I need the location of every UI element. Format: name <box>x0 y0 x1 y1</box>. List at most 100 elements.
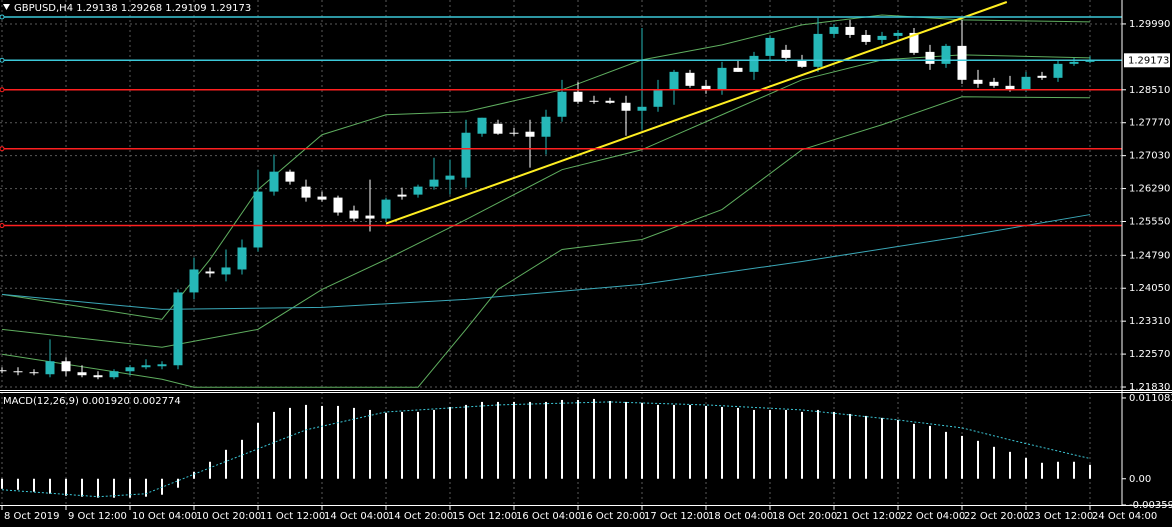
macd-bar <box>401 411 403 479</box>
macd-bar <box>641 402 643 479</box>
macd-bar <box>417 411 419 479</box>
candle-body <box>893 32 903 36</box>
macd-bar <box>177 478 179 488</box>
candle-body <box>941 45 951 64</box>
candle-body <box>429 179 439 187</box>
x-tick-label: 14 Oct 20:00 <box>388 511 453 522</box>
macd-bar <box>81 478 83 497</box>
candle-body <box>301 186 311 198</box>
x-tick-label: 21 Oct 12:00 <box>836 511 901 522</box>
macd-bar <box>49 478 51 494</box>
macd-bar <box>849 413 851 479</box>
macd-bar <box>1073 461 1075 479</box>
candle-body <box>973 79 983 84</box>
macd-bar <box>673 404 675 479</box>
candle-body <box>957 45 967 80</box>
macd-bar <box>529 401 531 479</box>
candle-body <box>365 215 375 219</box>
candle-body <box>877 35 887 40</box>
macd-bar <box>113 478 115 498</box>
candle-body <box>493 123 503 134</box>
candle-body <box>237 247 247 270</box>
x-tick-label: 16 Oct 04:00 <box>516 511 581 522</box>
candle-body <box>205 271 215 274</box>
x-tick-label: 17 Oct 12:00 <box>644 511 709 522</box>
symbol-icon <box>3 4 10 10</box>
candle-body <box>845 26 855 35</box>
level-anchor <box>0 223 5 229</box>
macd-bar <box>129 478 131 498</box>
candle-body <box>61 361 71 372</box>
macd-bar <box>65 478 67 496</box>
macd-bar <box>369 409 371 479</box>
level-anchor <box>0 87 5 93</box>
macd-title: MACD(12,26,9) 0.001920 0.002774 <box>3 396 181 407</box>
y-tick-label: 1.28510 <box>1129 85 1170 96</box>
macd-bar <box>1057 461 1059 479</box>
macd-bar <box>945 431 947 479</box>
candle-body <box>1021 76 1031 90</box>
macd-bar <box>225 449 227 479</box>
macd-bar <box>433 409 435 479</box>
candle-body <box>141 365 151 368</box>
candle-body <box>0 370 7 372</box>
bid-label-box <box>1124 53 1170 68</box>
candle-body <box>93 375 103 378</box>
candle-body <box>397 194 407 197</box>
macd-bar <box>465 404 467 479</box>
macd-bar <box>257 422 259 479</box>
candle-body <box>157 364 167 367</box>
y-tick-label: 0.011083 <box>1129 393 1172 404</box>
candle-body <box>445 175 455 180</box>
candle-body <box>1085 60 1095 62</box>
candle-body <box>221 267 231 275</box>
candle-body <box>13 371 23 373</box>
macd-bar <box>145 478 147 497</box>
y-tick-label: 1.25550 <box>1129 216 1170 227</box>
x-tick-label: 18 Oct 04:00 <box>708 511 773 522</box>
candle-body <box>413 186 423 195</box>
macd-bar <box>17 478 19 490</box>
macd-bar <box>593 398 595 479</box>
macd-bar <box>353 407 355 479</box>
macd-bar <box>305 404 307 479</box>
y-tick-label: 1.27030 <box>1129 151 1170 162</box>
macd-bar <box>289 407 291 479</box>
candle-body <box>285 171 295 182</box>
signal-line <box>1 401 1091 498</box>
macd-bar <box>481 401 483 479</box>
macd-bar <box>769 409 771 479</box>
macd-bar <box>865 415 867 479</box>
bid-label: 1.29173 <box>1128 55 1169 66</box>
macd-bar <box>913 423 915 479</box>
candle-body <box>349 210 359 219</box>
candle-body <box>1005 85 1015 90</box>
candle-body <box>717 67 727 90</box>
macd-bar <box>33 478 35 492</box>
macd-bar <box>497 401 499 479</box>
candle-body <box>1053 63 1063 78</box>
macd-bar <box>657 404 659 479</box>
candle-body <box>733 67 743 72</box>
candle-body <box>781 49 791 58</box>
x-tick-label: 15 Oct 12:00 <box>452 511 517 522</box>
y-tick-label: 1.24790 <box>1129 250 1170 261</box>
macd-bar <box>209 461 211 479</box>
candle-body <box>173 292 183 366</box>
macd-bar <box>1 478 3 489</box>
x-tick-label: 18 Oct 20:00 <box>772 511 837 522</box>
y-tick-label: 1.24050 <box>1129 283 1170 294</box>
indicator-line <box>1 214 1091 310</box>
y-tick-label: 1.21830 <box>1129 382 1170 393</box>
x-tick-label: 16 Oct 20:00 <box>580 511 645 522</box>
x-tick-label: 23 Oct 12:00 <box>1028 511 1093 522</box>
indicator-line <box>1 96 1091 388</box>
candle-body <box>589 100 599 102</box>
macd-bar <box>577 399 579 479</box>
y-tick-label: 1.29990 <box>1129 19 1170 30</box>
candle-body <box>269 171 279 192</box>
candle-body <box>685 72 695 86</box>
